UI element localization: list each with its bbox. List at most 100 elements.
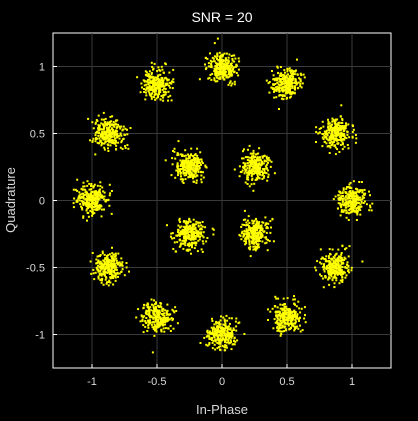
data-point	[323, 134, 326, 137]
data-point	[148, 310, 151, 313]
data-point	[293, 295, 295, 298]
data-point	[149, 81, 152, 83]
data-point	[303, 76, 306, 79]
data-point	[205, 343, 208, 346]
data-point	[106, 140, 109, 142]
data-point	[142, 306, 145, 309]
data-point	[153, 313, 156, 316]
data-point	[154, 76, 157, 79]
data-point	[118, 264, 121, 267]
data-point	[296, 58, 298, 61]
data-point	[328, 270, 331, 273]
data-point	[193, 156, 196, 159]
data-point	[269, 220, 272, 223]
data-point	[195, 181, 198, 184]
data-point	[236, 339, 239, 342]
data-point	[184, 241, 187, 244]
data-point	[170, 232, 173, 235]
data-point	[282, 74, 285, 77]
data-point	[115, 266, 118, 269]
data-point	[285, 329, 288, 332]
data-point	[107, 269, 110, 272]
data-point	[328, 262, 331, 265]
data-point	[186, 244, 189, 247]
data-point	[178, 245, 181, 248]
data-point	[346, 261, 349, 264]
data-point	[263, 160, 266, 163]
data-point	[247, 178, 250, 181]
data-point	[283, 313, 286, 316]
data-point	[300, 307, 303, 310]
data-point	[327, 257, 330, 260]
data-point	[261, 174, 264, 177]
data-point	[222, 316, 225, 319]
data-point	[227, 68, 230, 71]
data-point	[102, 138, 105, 141]
data-point	[159, 73, 162, 76]
data-point	[223, 59, 226, 62]
data-point	[351, 190, 354, 193]
data-point	[255, 159, 258, 162]
data-point	[339, 197, 342, 200]
data-point	[118, 125, 121, 128]
data-point	[344, 125, 347, 127]
data-point	[229, 332, 232, 334]
data-point	[281, 326, 284, 329]
data-point	[112, 266, 115, 269]
data-point	[294, 78, 297, 81]
data-point	[259, 229, 261, 232]
data-point	[285, 91, 288, 94]
data-point	[216, 72, 219, 75]
data-point	[193, 161, 196, 164]
data-point	[112, 123, 115, 126]
data-point	[108, 194, 111, 197]
data-point	[297, 81, 300, 84]
data-point	[345, 267, 348, 270]
data-point	[227, 66, 230, 69]
data-point	[231, 58, 234, 60]
data-point	[224, 61, 227, 64]
data-point	[225, 337, 228, 340]
data-point	[152, 80, 154, 83]
data-point	[169, 313, 172, 316]
data-point	[267, 161, 269, 164]
data-point	[94, 121, 97, 124]
data-point	[349, 194, 352, 196]
data-point	[169, 86, 172, 89]
data-point	[224, 333, 227, 336]
data-point	[176, 322, 179, 325]
data-point	[360, 181, 363, 183]
data-point	[155, 309, 158, 312]
data-point	[79, 193, 82, 196]
data-point	[104, 258, 107, 261]
data-point	[346, 130, 349, 133]
data-point	[347, 203, 349, 206]
data-point	[279, 307, 282, 310]
data-point	[224, 59, 227, 62]
symbol-cluster	[267, 295, 307, 337]
data-point	[88, 188, 91, 191]
data-point	[266, 226, 269, 228]
data-point	[103, 142, 106, 145]
data-point	[193, 154, 196, 157]
data-point	[251, 173, 254, 176]
data-point	[161, 81, 164, 84]
data-point	[165, 312, 168, 315]
data-point	[144, 311, 147, 314]
data-point	[345, 211, 348, 214]
data-point	[78, 194, 81, 197]
data-point	[120, 257, 123, 260]
data-point	[189, 160, 192, 163]
data-point	[259, 173, 261, 176]
data-point	[201, 221, 204, 223]
data-point	[109, 121, 111, 124]
data-point	[211, 320, 214, 322]
data-point	[277, 329, 280, 332]
data-point	[188, 234, 191, 237]
data-point	[355, 203, 358, 205]
data-point	[226, 64, 229, 67]
data-point	[229, 327, 232, 330]
data-point	[188, 227, 190, 230]
data-point	[342, 187, 345, 190]
data-point	[365, 203, 368, 206]
